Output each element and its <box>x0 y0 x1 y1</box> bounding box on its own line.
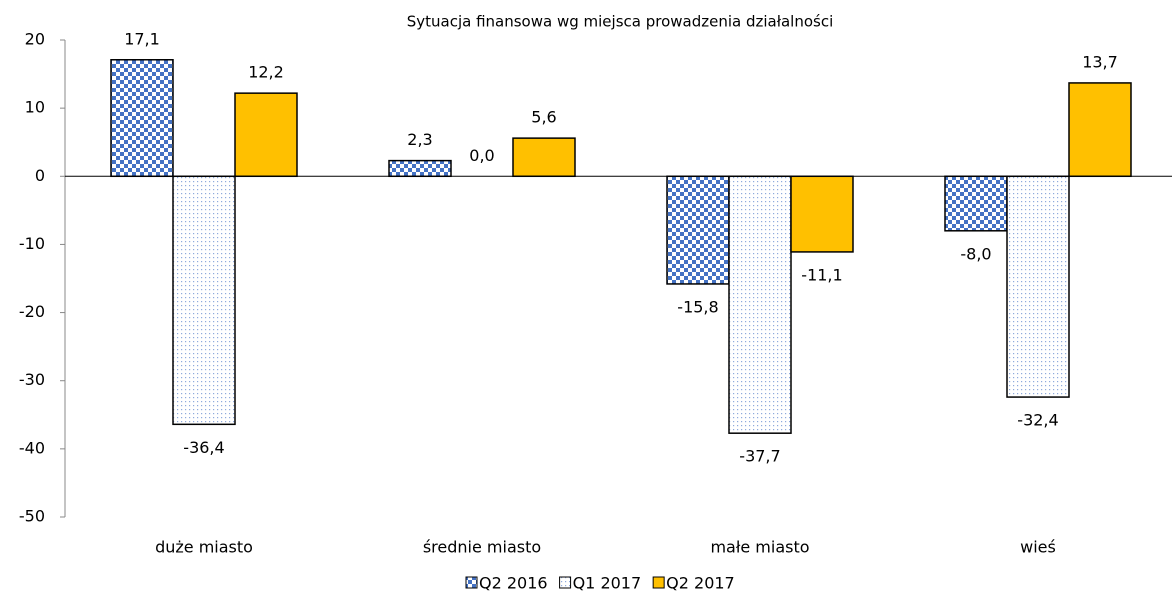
legend-swatch <box>465 576 478 589</box>
value-label: -15,8 <box>677 297 718 316</box>
y-tick-label: -30 <box>19 370 45 389</box>
bar <box>234 92 298 178</box>
chart-title: Sytuacja finansowa wg miejsca prowadzeni… <box>407 13 834 31</box>
value-label: -32,4 <box>1017 411 1058 430</box>
x-tick-label: duże miasto <box>155 538 253 557</box>
y-tick-label: 10 <box>25 98 45 117</box>
bar <box>790 175 854 253</box>
x-tick-label: wieś <box>1020 538 1056 557</box>
legend-label: Q2 2016 <box>479 574 548 593</box>
value-label: -37,7 <box>739 447 780 466</box>
legend-swatch <box>559 576 572 589</box>
y-tick-label: -10 <box>19 234 45 253</box>
x-tick-label: średnie miasto <box>423 538 541 557</box>
value-label: 17,1 <box>124 29 160 48</box>
bar <box>1068 82 1132 178</box>
y-tick-label: -50 <box>19 507 45 526</box>
legend-label: Q2 2017 <box>666 574 735 593</box>
value-label: 12,2 <box>248 63 284 82</box>
y-tick-label: 20 <box>25 30 45 49</box>
y-tick-label: 0 <box>35 166 45 185</box>
bar <box>172 175 236 426</box>
bar <box>666 175 730 285</box>
x-tick-label: małe miasto <box>710 538 809 557</box>
value-label: 5,6 <box>531 108 556 127</box>
bar <box>944 175 1008 232</box>
value-label: -8,0 <box>960 244 991 263</box>
value-label: 2,3 <box>407 130 432 149</box>
y-tick-label: -40 <box>19 438 45 457</box>
bar <box>728 175 792 434</box>
value-label: 0,0 <box>469 146 494 165</box>
bar <box>1006 175 1070 398</box>
bar <box>512 137 576 178</box>
value-label: 13,7 <box>1082 52 1118 71</box>
bar <box>388 159 452 178</box>
value-label: -11,1 <box>801 265 842 284</box>
legend-label: Q1 2017 <box>573 574 642 593</box>
value-label: -36,4 <box>183 438 224 457</box>
y-tick-label: -20 <box>19 302 45 321</box>
bar <box>110 59 174 178</box>
legend-swatch <box>652 576 665 589</box>
